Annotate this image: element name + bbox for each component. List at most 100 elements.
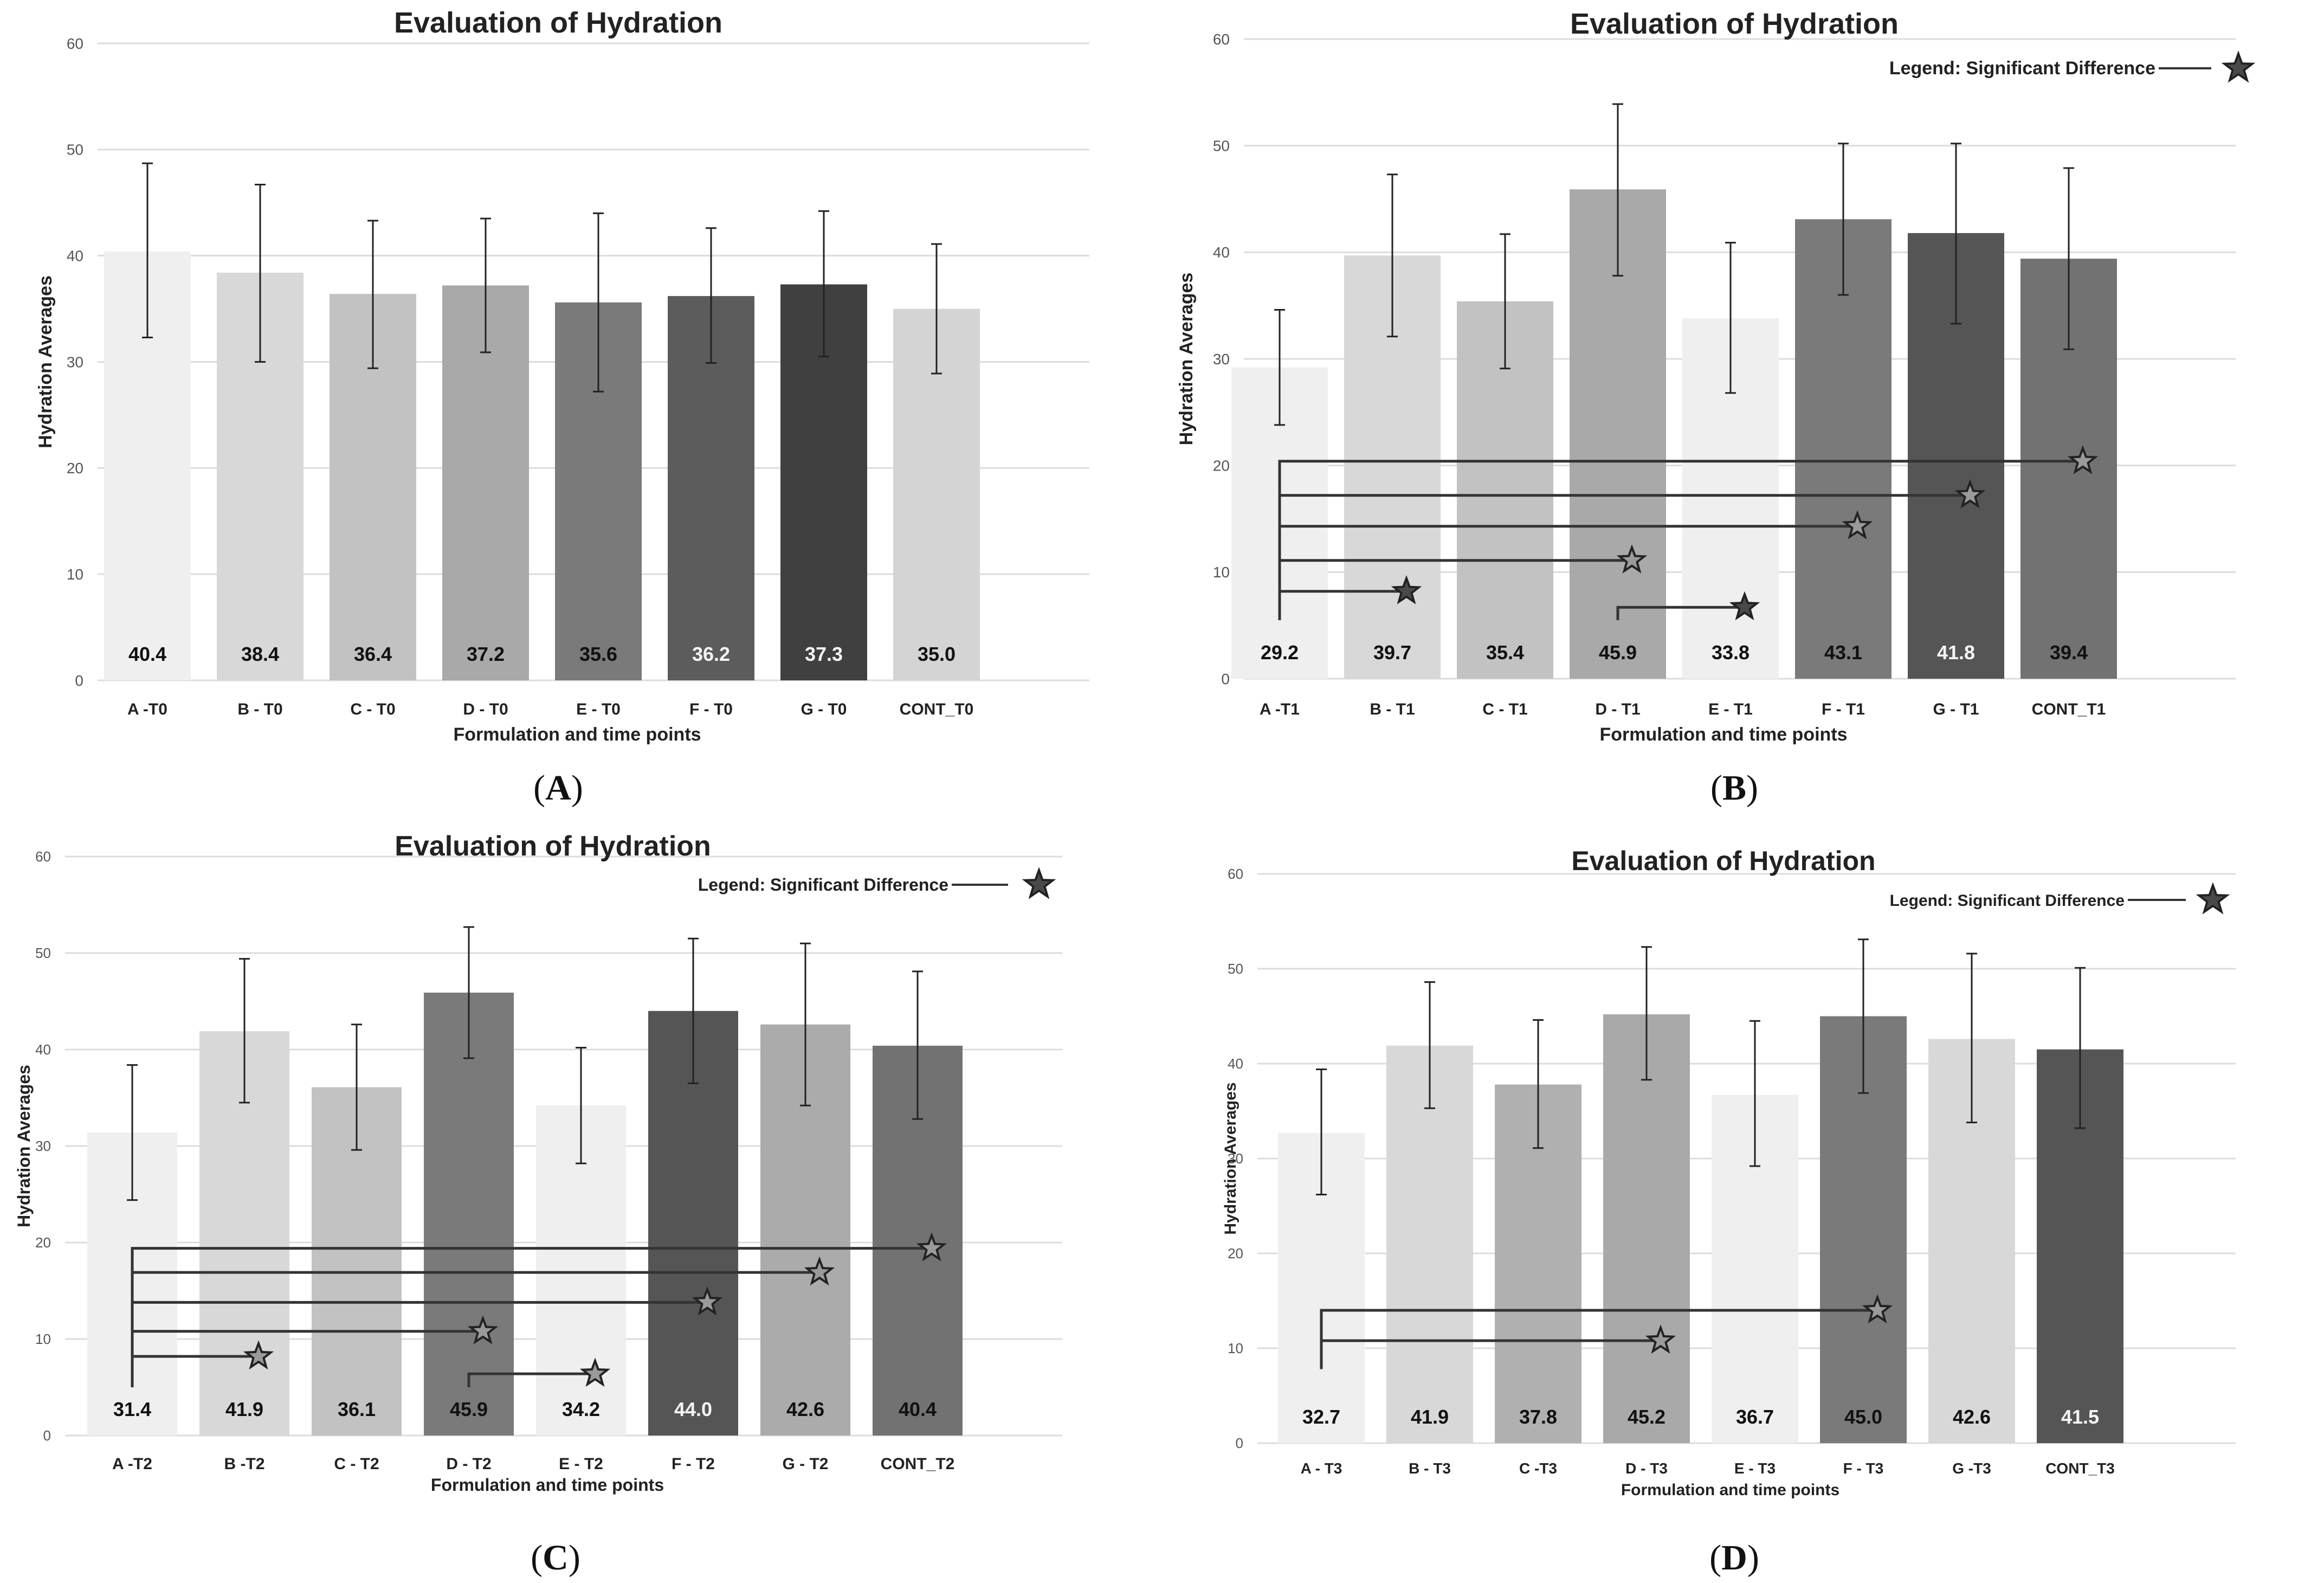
x-tick-label: CONT_T3 [2045,1460,2115,1477]
bar-value-label: 41.9 [1411,1406,1449,1428]
significance-bracket [467,1372,593,1387]
legend-star-icon [1022,867,1056,899]
y-tick-label: 20 [35,1234,51,1251]
y-tick-label: 50 [67,141,83,158]
x-tick-label: D - T2 [446,1455,491,1473]
star-icon [1391,575,1422,604]
y-tick-label: 0 [43,1427,51,1444]
panel-label-letter: C [543,1538,569,1578]
x-tick-label: C -T3 [1519,1460,1557,1477]
y-tick-label: 40 [1228,1056,1243,1072]
y-axis-label: Hydration Averages [1176,273,1197,446]
y-tick-label: 0 [1221,671,1230,687]
panel-label: (D) [1709,1538,1759,1578]
bar-value-label: 37.2 [467,643,505,665]
x-tick-label: CONT_T2 [881,1455,955,1473]
x-tick-label: F - T2 [672,1455,715,1473]
star-icon [2067,445,2099,474]
star-icon [467,1315,499,1344]
y-tick-label: 20 [67,460,83,477]
y-tick-label: 40 [67,247,83,264]
y-tick-label: 0 [75,672,83,689]
panel-label-letter: D [1721,1538,1747,1578]
star-icon [692,1286,723,1316]
star-icon [243,1340,274,1370]
y-tick-label: 60 [67,35,83,52]
x-tick-label: G -T3 [1952,1460,1991,1477]
bar [1795,219,1892,679]
y-tick-label: 10 [35,1331,51,1347]
y-tick-label: 60 [1228,866,1243,882]
legend-star-icon [2221,50,2256,83]
x-tick-label: B -T2 [224,1455,265,1473]
y-tick-label: 10 [1213,564,1230,581]
x-tick-label: F - T3 [1843,1460,1884,1477]
panel-label: (C) [531,1538,580,1578]
bar-value-label: 41.8 [1937,641,1975,664]
bar-value-label: 35.0 [918,643,956,665]
bar-value-label: 36.4 [354,643,392,665]
bar-value-label: 42.6 [1953,1406,1991,1428]
y-tick-label: 50 [1228,961,1243,977]
significance-bracket [131,1355,256,1387]
y-axis-label: Hydration Averages [1222,1082,1240,1234]
legend-label: Legend: Significant Difference [1889,58,2155,79]
chart-title: Evaluation of Hydration [1571,846,1875,876]
bar-value-label: 45.9 [1599,641,1637,664]
x-tick-label: G - T2 [782,1455,828,1473]
x-tick-label: B - T0 [237,700,282,718]
bar-value-label: 34.2 [562,1398,600,1420]
x-tick-label: D - T3 [1625,1460,1668,1477]
x-tick-label: G - T0 [801,700,847,718]
star-icon [1616,544,1648,574]
chart-panel-b: 0 10 20 30 40 50 60 29.2 39.7 35.4 45.9 33.8 43.1 41.… [1176,8,2256,808]
x-tick-label: A - T3 [1301,1460,1342,1477]
x-axis-label: Formulation and time points [1599,724,1847,745]
x-tick-label: CONT_T0 [900,700,974,718]
bar-value-label: 35.6 [579,643,617,665]
x-axis-label: Formulation and time points [431,1475,664,1495]
star-icon [804,1256,835,1286]
y-tick-label: 40 [35,1041,51,1058]
bar-value-label: 45.2 [1628,1406,1665,1428]
chart-panel-a: 0 10 20 30 40 50 60 40.4 38.4 36.4 37.2 35.6 36.2 37.… [35,7,1089,808]
x-tick-label: C - T2 [334,1455,379,1473]
x-tick-label: F - T1 [1822,700,1865,718]
x-tick-label: C - T1 [1482,700,1527,718]
legend-star-icon [2196,882,2230,915]
bar-value-label: 40.4 [128,643,166,665]
chart-title: Evaluation of Hydration [395,831,711,862]
legend-label: Legend: Significant Difference [1890,892,2125,910]
bar-value-label: 37.3 [805,643,843,665]
bar-value-label: 38.4 [241,643,279,665]
y-tick-label: 10 [1228,1340,1243,1356]
x-tick-label: E - T3 [1734,1460,1776,1477]
y-tick-label: 20 [1228,1245,1243,1262]
y-tick-label: 50 [1213,137,1230,154]
bar-value-label: 43.1 [1824,641,1862,664]
panel-label-letter: B [1722,768,1746,808]
y-tick-label: 20 [1213,457,1230,474]
y-axis-label: Hydration Averages [35,275,56,448]
chart-panel-d: 0 10 20 30 40 50 60 32.7 41.9 37.8 45.2 36.7 45.0 42.… [1222,846,2236,1578]
y-tick-label: 40 [1213,244,1230,261]
star-icon [1862,1294,1893,1324]
legend-label: Legend: Significant Difference [698,875,948,895]
x-tick-label: D - T1 [1595,700,1640,718]
x-axis-label: Formulation and time points [453,724,701,745]
star-icon [1954,479,1986,509]
panel-label-letter: A [545,768,571,808]
x-tick-label: E - T1 [1708,700,1753,718]
x-tick-label: D - T0 [463,700,508,718]
bar-value-label: 41.9 [225,1398,263,1420]
panel-label: (B) [1710,768,1758,808]
y-tick-label: 60 [35,848,51,865]
x-tick-label: A -T2 [112,1455,152,1473]
x-tick-label: G - T1 [1933,700,1979,718]
x-tick-label: F - T0 [689,700,733,718]
bar-value-label: 37.8 [1519,1406,1557,1428]
x-tick-label: B - T3 [1409,1460,1451,1477]
x-tick-label: A -T1 [1260,700,1300,718]
bar-value-label: 31.4 [113,1398,151,1420]
